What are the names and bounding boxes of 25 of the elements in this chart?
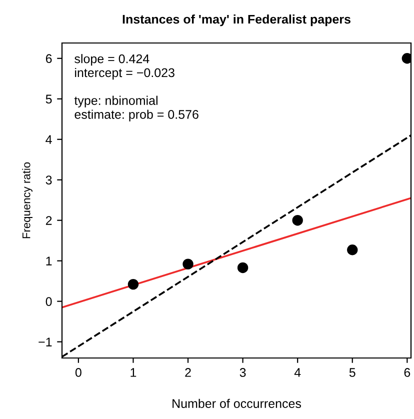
point [402, 53, 411, 64]
x-axis-title: Number of occurrences [172, 398, 302, 408]
y-tick-label: 0 [46, 297, 52, 306]
y-tick-label: 5 [46, 94, 52, 104]
y-tick-label: 4 [46, 135, 52, 144]
x-tick-label: 5 [349, 368, 356, 377]
x-tick-label: 1 [130, 368, 136, 377]
point [347, 244, 358, 256]
text: slope = 0.424 intercept = −0.023 type: nbinomial estimate: prob = 0.576 [74, 54, 198, 122]
point [292, 214, 303, 226]
y-tick-label: 3 [46, 176, 52, 185]
y-tick-label: 6 [46, 54, 52, 64]
x-tick-label: 4 [294, 368, 301, 377]
chart-title: Instances of 'may' in Federalist papers [122, 14, 350, 26]
point [182, 258, 194, 270]
x-tick-label: 0 [75, 368, 82, 377]
y-axis-title: Frequency ratio [22, 162, 32, 238]
y-tick-label: 2 [46, 216, 52, 225]
point [128, 278, 139, 290]
x-tick-label: 3 [240, 368, 246, 377]
point [237, 262, 248, 274]
y-tick-label: −1 [38, 338, 52, 346]
x-tick-label: 6 [404, 368, 410, 377]
y-tick-label: 1 [46, 256, 52, 266]
x-tick-label: 2 [185, 368, 191, 377]
